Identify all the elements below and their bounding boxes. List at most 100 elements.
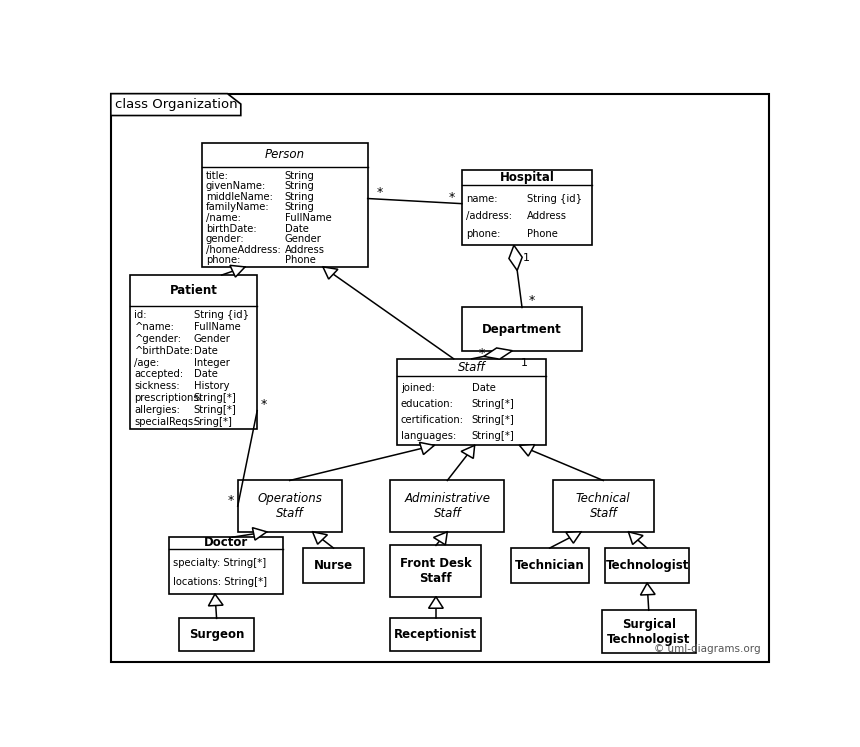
Text: *: * bbox=[228, 494, 234, 507]
Text: Receptionist: Receptionist bbox=[395, 628, 477, 641]
Polygon shape bbox=[629, 532, 643, 545]
Text: familyName:: familyName: bbox=[206, 202, 269, 212]
Polygon shape bbox=[428, 597, 443, 608]
Polygon shape bbox=[641, 583, 655, 595]
Text: Doctor: Doctor bbox=[204, 536, 249, 550]
Text: Technician: Technician bbox=[515, 560, 585, 572]
Text: specialty: String[*]: specialty: String[*] bbox=[174, 558, 267, 568]
Text: id:: id: bbox=[134, 310, 147, 320]
Text: 1: 1 bbox=[521, 359, 528, 368]
Text: Hospital: Hospital bbox=[500, 170, 555, 184]
Text: ^birthDate:: ^birthDate: bbox=[134, 346, 194, 356]
Text: /address:: /address: bbox=[466, 211, 512, 221]
Text: *: * bbox=[529, 294, 535, 307]
Text: accepted:: accepted: bbox=[134, 369, 184, 379]
Text: joined:: joined: bbox=[401, 383, 435, 394]
Text: Date: Date bbox=[194, 346, 218, 356]
Text: givenName:: givenName: bbox=[206, 182, 267, 191]
Text: Address: Address bbox=[527, 211, 567, 221]
Text: *: * bbox=[449, 191, 455, 205]
Bar bbox=[390, 619, 482, 651]
Text: Address: Address bbox=[285, 245, 325, 255]
Text: Front Desk
Staff: Front Desk Staff bbox=[400, 557, 472, 585]
Text: Staff: Staff bbox=[458, 361, 486, 374]
Polygon shape bbox=[519, 444, 535, 456]
Text: languages:: languages: bbox=[401, 430, 456, 441]
Polygon shape bbox=[323, 267, 338, 279]
Polygon shape bbox=[484, 348, 513, 359]
Text: /age:: /age: bbox=[134, 358, 160, 368]
Text: Person: Person bbox=[265, 149, 305, 161]
Bar bbox=[553, 480, 654, 532]
Text: allergies:: allergies: bbox=[134, 405, 181, 415]
Text: String: String bbox=[285, 170, 315, 181]
Polygon shape bbox=[230, 265, 245, 277]
Text: class Organization: class Organization bbox=[115, 98, 237, 111]
Text: Technical
Staff: Technical Staff bbox=[576, 492, 630, 520]
Text: Date: Date bbox=[471, 383, 495, 394]
Text: String: String bbox=[285, 202, 315, 212]
Bar bbox=[462, 170, 592, 245]
Bar bbox=[390, 545, 482, 597]
Text: Date: Date bbox=[285, 223, 309, 234]
Text: Surgeon: Surgeon bbox=[189, 628, 244, 641]
Text: Integer: Integer bbox=[194, 358, 230, 368]
Text: name:: name: bbox=[466, 193, 497, 204]
Polygon shape bbox=[208, 594, 223, 606]
Text: *: * bbox=[261, 398, 267, 412]
Text: education:: education: bbox=[401, 399, 454, 409]
Text: String: String bbox=[285, 192, 315, 202]
Text: Gender: Gender bbox=[194, 334, 230, 344]
Polygon shape bbox=[420, 442, 434, 454]
Text: *: * bbox=[377, 186, 383, 199]
Polygon shape bbox=[312, 532, 328, 545]
Text: String[*]: String[*] bbox=[194, 405, 236, 415]
Text: FullName: FullName bbox=[194, 322, 241, 332]
Bar bbox=[462, 308, 582, 351]
Text: specialReqs:: specialReqs: bbox=[134, 417, 197, 427]
Text: Nurse: Nurse bbox=[314, 560, 353, 572]
Text: prescriptions:: prescriptions: bbox=[134, 393, 202, 403]
Bar bbox=[303, 548, 365, 583]
Polygon shape bbox=[509, 245, 522, 270]
Text: phone:: phone: bbox=[466, 229, 501, 239]
Bar bbox=[202, 143, 368, 267]
Polygon shape bbox=[566, 532, 581, 543]
Text: sickness:: sickness: bbox=[134, 381, 180, 391]
Text: © uml-diagrams.org: © uml-diagrams.org bbox=[654, 645, 760, 654]
Bar bbox=[179, 619, 254, 651]
Text: Gender: Gender bbox=[285, 235, 322, 244]
Text: Technologist: Technologist bbox=[605, 560, 689, 572]
Text: locations: String[*]: locations: String[*] bbox=[174, 577, 267, 587]
Polygon shape bbox=[461, 445, 475, 459]
Polygon shape bbox=[111, 93, 241, 116]
Polygon shape bbox=[253, 527, 267, 540]
Bar bbox=[390, 480, 504, 532]
Bar bbox=[169, 537, 283, 594]
Bar bbox=[602, 610, 696, 654]
Text: History: History bbox=[194, 381, 230, 391]
Text: gender:: gender: bbox=[206, 235, 244, 244]
Text: FullName: FullName bbox=[285, 213, 332, 223]
Text: String[*]: String[*] bbox=[471, 415, 514, 425]
Text: /homeAddress:: /homeAddress: bbox=[206, 245, 280, 255]
Bar bbox=[511, 548, 588, 583]
Text: Date: Date bbox=[194, 369, 218, 379]
Text: 1: 1 bbox=[522, 253, 530, 263]
Bar bbox=[237, 480, 341, 532]
Bar bbox=[397, 359, 546, 445]
Text: Sring[*]: Sring[*] bbox=[194, 417, 233, 427]
Text: /name:: /name: bbox=[206, 213, 241, 223]
Text: String[*]: String[*] bbox=[471, 430, 514, 441]
Text: middleName:: middleName: bbox=[206, 192, 273, 202]
Text: ^gender:: ^gender: bbox=[134, 334, 181, 344]
Text: Phone: Phone bbox=[527, 229, 558, 239]
Text: Operations
Staff: Operations Staff bbox=[257, 492, 322, 520]
Text: String: String bbox=[285, 182, 315, 191]
Text: String {id}: String {id} bbox=[194, 310, 249, 320]
Text: Patient: Patient bbox=[170, 284, 218, 297]
Text: phone:: phone: bbox=[206, 255, 240, 265]
Text: String {id}: String {id} bbox=[527, 193, 582, 204]
Text: birthDate:: birthDate: bbox=[206, 223, 256, 234]
Polygon shape bbox=[433, 532, 447, 545]
